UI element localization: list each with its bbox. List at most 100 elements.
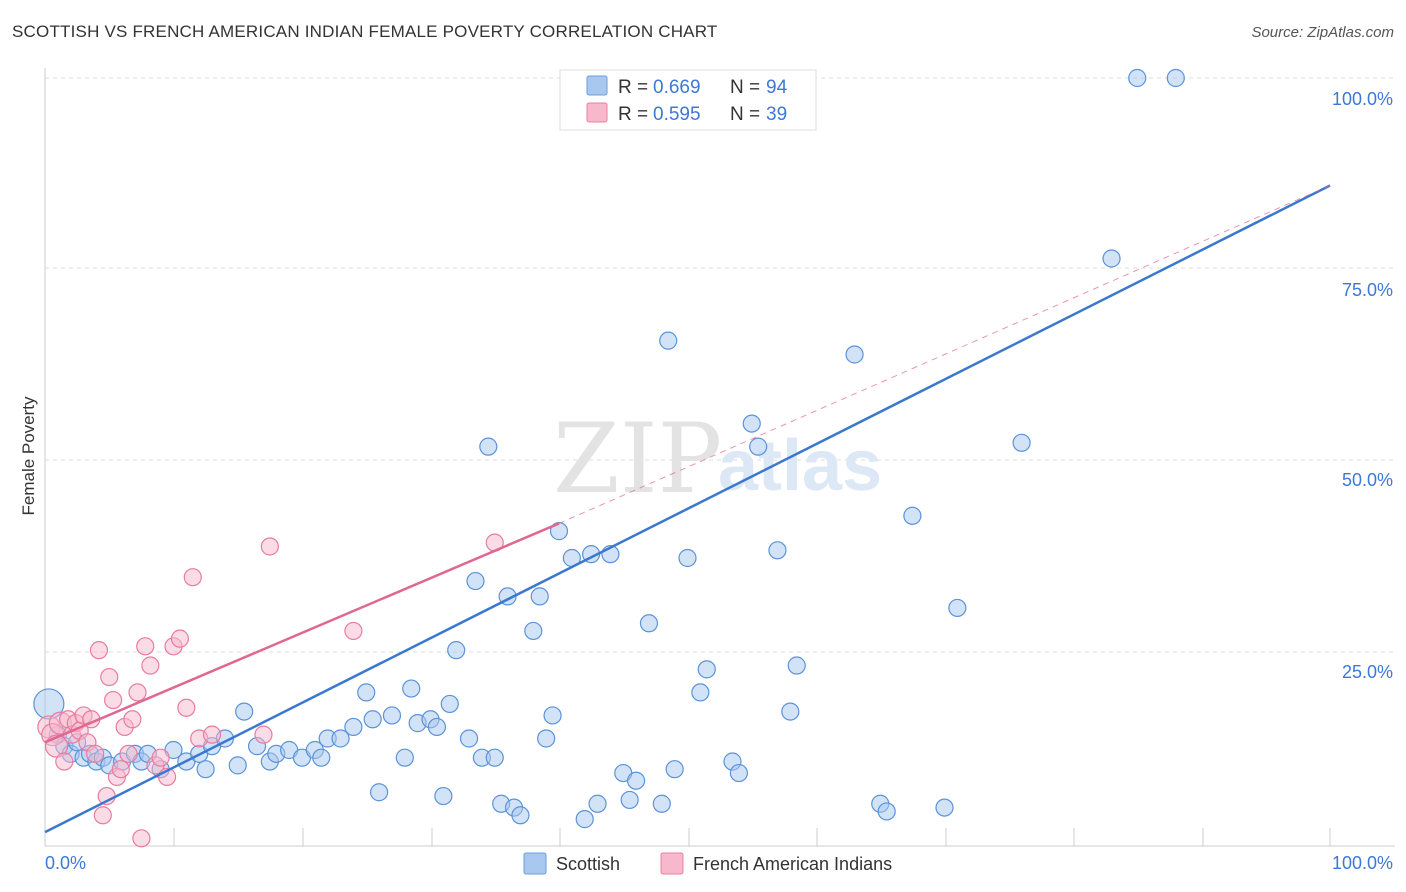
bottom-legend: Scottish French American Indians: [523, 852, 892, 875]
scottish-point-45: [459, 729, 479, 748]
y-tick-label-0: 25.0%: [1342, 662, 1393, 682]
legend-r-label-1: R =: [618, 77, 648, 98]
watermark: ZIP atlas: [553, 403, 882, 515]
legend-n-value-1: 94: [766, 77, 788, 98]
scottish-point-38: [402, 679, 421, 698]
scottish-point-22: [235, 702, 254, 721]
bottom-legend-swatch-french-american-indians: [660, 852, 684, 875]
scottish-point-60: [575, 810, 594, 829]
scottish-point-31: [331, 729, 350, 748]
chart-title: SCOTTISH VS FRENCH AMERICAN INDIAN FEMAL…: [12, 22, 718, 41]
scottish-point-34: [363, 710, 382, 729]
scottish-point-21: [228, 756, 247, 775]
scottish-trend-line: [44, 184, 1331, 834]
scottish-point-71: [678, 548, 697, 568]
scottish-point-77: [749, 437, 768, 456]
y-axis-title: Female Poverty: [19, 396, 38, 516]
scottish-point-43: [440, 694, 459, 714]
french-american-indian-point-17: [104, 690, 123, 710]
y-tick-label-3: 100.0%: [1332, 89, 1393, 109]
scottish-point-54: [524, 621, 543, 641]
french-american-indian-point-33: [183, 568, 202, 587]
scottish-point-49: [485, 748, 504, 767]
chart-source: Source: ZipAtlas.com: [1251, 24, 1394, 41]
french-american-indian-point-28: [151, 748, 170, 767]
french-american-indian-point-31: [170, 629, 190, 648]
scottish-point-32: [344, 717, 363, 737]
scottish-point-33: [357, 683, 376, 702]
tick-labels: 25.0% 50.0% 75.0% 100.0% 0.0% 100.0%: [45, 89, 1393, 873]
scottish-point-89: [1128, 68, 1147, 88]
scottish-point-68: [652, 794, 671, 813]
legend-swatch-scottish: [586, 75, 608, 96]
french-american-indian-point-4: [55, 752, 74, 771]
watermark-zip: ZIP: [553, 403, 722, 515]
watermark-atlas: atlas: [718, 426, 882, 506]
legend-swatch-french-american-indians: [586, 102, 608, 123]
scottish-point-58: [549, 522, 569, 541]
scottish-point-75: [729, 763, 749, 783]
legend: R = 0.669 N = 94 R = 0.595 N = 39: [559, 69, 817, 131]
scottish-point-62: [588, 794, 607, 813]
scottish-point-73: [697, 660, 716, 679]
scottish-point-41: [427, 717, 447, 737]
scottish-point-80: [787, 656, 806, 675]
scottish-point-88: [1102, 249, 1121, 268]
french-american-indian-point-24: [132, 829, 151, 848]
y-tick-label-1: 50.0%: [1342, 470, 1393, 490]
french-american-indian-point-38: [344, 621, 363, 641]
scottish-point-79: [781, 702, 800, 721]
scottish-point-81: [845, 345, 864, 364]
french-american-indian-point-12: [86, 744, 105, 763]
legend-n-value-2: 39: [766, 104, 787, 125]
scottish-point-18: [196, 760, 215, 779]
scottish-point-87: [1012, 433, 1031, 452]
gridlines: [45, 77, 1395, 653]
scottish-point-76: [742, 414, 761, 433]
scottish-point-44: [447, 641, 466, 660]
french-american-indian-trend-extension: [558, 185, 1331, 524]
french-american-indian-point-21: [119, 744, 138, 763]
scottish-point-48: [479, 437, 498, 456]
french-american-indian-point-35: [202, 725, 222, 744]
scottish-point-65: [620, 790, 639, 810]
french-american-indian-point-26: [141, 656, 160, 675]
x-tick-label-1: 100.0%: [1332, 853, 1393, 873]
scottish-point-56: [537, 729, 556, 748]
french-american-indian-point-16: [100, 667, 119, 687]
scottish-point-83: [877, 802, 896, 821]
french-american-indian-point-36: [254, 725, 273, 744]
bottom-legend-label-scottish: Scottish: [556, 854, 620, 874]
french-american-indian-point-13: [89, 641, 109, 660]
scottish-point-69: [659, 331, 678, 350]
scottish-point-36: [382, 706, 402, 725]
scottish-point-29: [312, 748, 331, 767]
scottish-point-53: [511, 806, 530, 825]
bottom-legend-label-french-american-indians: French American Indians: [693, 854, 892, 874]
scottish-point-78: [768, 541, 787, 560]
french-american-indian-point-37: [260, 537, 279, 556]
legend-n-label-2: N =: [730, 104, 760, 125]
scottish-point-86: [948, 598, 967, 618]
scottish-points: [33, 68, 1185, 829]
scottish-point-90: [1166, 68, 1185, 88]
scottish-point-67: [639, 614, 659, 633]
french-american-indian-trend-line: [44, 522, 560, 744]
scottish-point-35: [370, 783, 389, 802]
legend-r-label-2: R =: [618, 104, 648, 125]
scottish-point-46: [466, 571, 485, 591]
french-american-indian-point-32: [177, 698, 196, 717]
french-american-indian-point-19: [111, 760, 130, 779]
legend-r-value-2: 0.595: [653, 104, 701, 125]
scottish-point-55: [530, 587, 549, 606]
scottish-point-72: [691, 683, 710, 702]
french-american-indian-point-14: [93, 806, 112, 825]
scottish-point-85: [935, 798, 954, 817]
french-american-indian-point-23: [128, 683, 147, 702]
french-american-indian-point-25: [136, 637, 155, 656]
legend-n-label-1: N =: [730, 77, 760, 98]
scottish-point-42: [434, 786, 453, 806]
x-tick-label-0: 0.0%: [45, 853, 86, 873]
trend-lines: [44, 184, 1331, 834]
